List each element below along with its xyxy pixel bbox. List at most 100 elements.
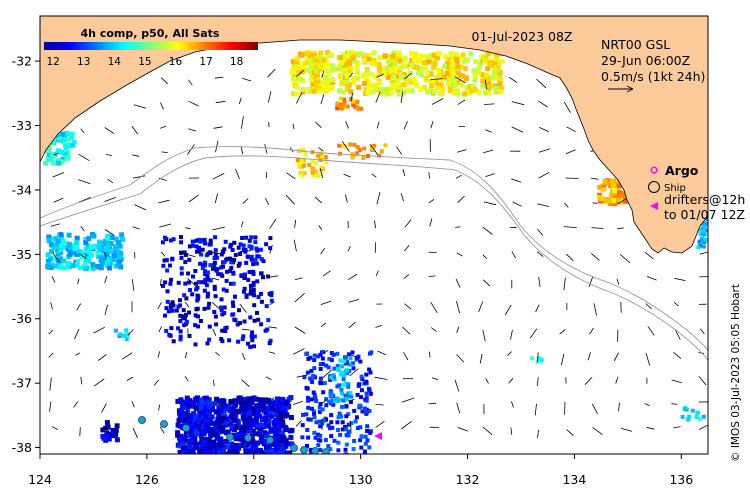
sst-pixel [354,420,358,424]
sst-pixel [366,438,370,442]
sst-pixel [366,90,371,95]
sst-pixel [186,272,190,276]
sst-pixel [258,402,263,407]
sst-pixel [274,443,279,448]
sst-pixel [365,410,369,414]
sst-pixel [474,59,479,64]
current-arrow [455,227,460,228]
sst-pixel [362,147,366,151]
current-arrow [80,427,81,436]
sst-pixel [184,454,189,459]
sst-pixel [465,58,470,63]
x-tick-label: 130 [349,472,373,487]
sst-pixel [56,239,61,244]
sst-pixel [213,449,218,454]
sst-pixel [306,399,310,403]
sst-pixel [321,390,325,394]
sst-pixel [361,156,365,160]
sst-pixel [391,54,396,59]
sst-pixel [391,75,396,80]
sst-pixel [105,259,110,264]
sst-pixel [194,287,198,291]
sst-pixel [279,439,284,444]
sst-pixel [178,424,183,429]
sst-pixel [344,356,348,360]
sst-pixel [461,52,466,57]
sst-pixel [209,279,213,283]
sst-pixel [197,280,201,284]
sst-pixel [329,376,333,380]
sst-pixel [110,235,115,240]
sst-pixel [327,365,331,369]
sst-pixel [311,171,315,175]
sst-pixel [346,385,350,389]
sst-pixel [383,143,387,147]
sst-pixel [365,392,369,396]
sst-pixel [415,65,420,70]
sst-pixel [207,338,211,342]
sst-pixel [321,407,325,411]
sst-pixel [200,454,205,459]
sst-pixel [452,78,457,83]
sst-pixel [183,260,187,264]
sst-pixel [234,436,239,441]
sst-pixel [250,246,254,250]
sst-pixel [453,52,458,57]
currents-scale-label: 0.5m/s (1kt 24h) [601,69,705,84]
sst-pixel [306,371,310,375]
sst-pixel [436,68,441,73]
sst-pixel [46,157,51,162]
sst-pixel [329,389,333,393]
sst-pixel [196,315,200,319]
sst-pixel [301,423,305,427]
sst-pixel [98,247,103,252]
sst-pixel [243,320,247,324]
sst-pixel [331,393,335,397]
sst-pixel [422,60,427,65]
sst-pixel [209,454,214,459]
sst-pixel [358,148,362,152]
sst-pixel [341,399,345,403]
sst-pixel [211,440,216,445]
sst-pixel [339,97,343,101]
sst-pixel [187,420,192,425]
sst-pixel [702,415,706,419]
sst-pixel [270,406,275,411]
sst-pixel [303,171,307,175]
currents-product-label: NRT00 GSL [601,37,670,52]
sst-pixel [67,242,72,247]
sst-pixel [229,243,233,247]
sst-pixel [355,415,359,419]
sst-pixel [114,329,118,333]
sst-pixel [349,395,353,399]
sst-pixel [161,284,165,288]
sst-pixel [245,293,249,297]
sst-pixel [53,264,58,269]
sst-pixel [306,387,310,391]
sst-pixel [364,373,368,377]
sst-pixel [202,440,207,445]
sst-pixel [468,51,473,56]
sst-pixel [74,240,79,245]
sst-pixel [300,435,304,439]
sst-pixel [427,59,432,64]
colorbar-title: 4h comp, p50, All Sats [81,27,220,40]
sst-pixel [59,264,64,269]
sst-pixel [440,87,445,92]
sst-pixel [611,183,616,188]
sst-pixel [183,282,187,286]
x-tick-label: 136 [669,472,693,487]
sst-pixel [301,87,306,92]
sst-pixel [175,433,180,438]
sst-pixel [611,198,616,203]
sst-pixel [493,57,498,62]
sst-pixel [225,279,229,283]
sst-pixel [360,435,364,439]
sst-pixel [219,408,224,413]
colorbar-gradient [44,42,258,50]
sst-pixel [188,334,192,338]
sst-pixel [208,263,212,267]
sst-pixel [311,160,315,164]
sst-pixel [182,293,186,297]
sst-pixel [359,395,363,399]
